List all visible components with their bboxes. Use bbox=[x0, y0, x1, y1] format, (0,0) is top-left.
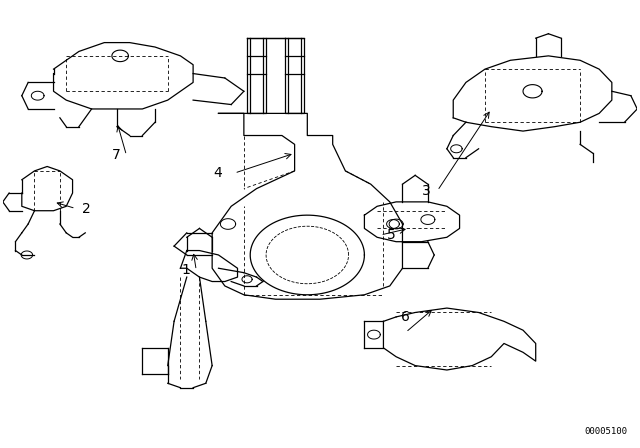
Text: 1: 1 bbox=[181, 263, 190, 277]
Text: 2: 2 bbox=[82, 202, 91, 215]
Text: 00005100: 00005100 bbox=[585, 427, 628, 436]
Text: 3: 3 bbox=[422, 184, 431, 198]
Text: 4: 4 bbox=[213, 166, 221, 180]
Text: 7: 7 bbox=[111, 148, 120, 163]
Text: 6: 6 bbox=[401, 310, 410, 323]
Text: 5: 5 bbox=[387, 228, 396, 242]
